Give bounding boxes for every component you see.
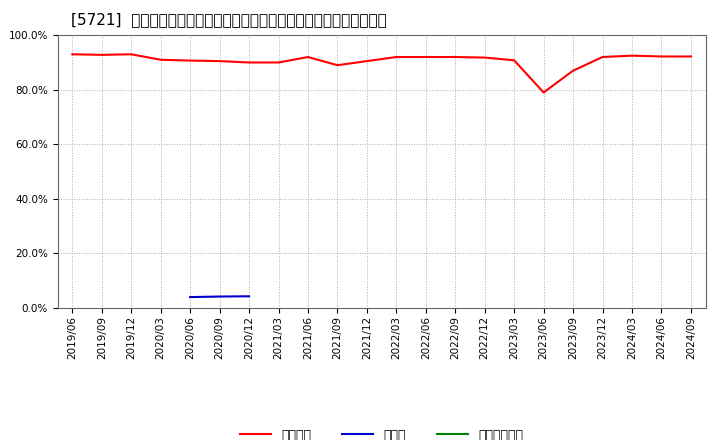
自己資本 xyxy=(421,55,430,60)
自己資本 xyxy=(304,55,312,60)
Text: [5721]  自己資本、のれん、繰延税金資産の総資産に対する比率の推移: [5721] 自己資本、のれん、繰延税金資産の総資産に対する比率の推移 xyxy=(71,12,387,27)
自己資本 xyxy=(480,55,489,60)
自己資本 xyxy=(392,55,400,60)
のれん xyxy=(215,294,224,299)
自己資本 xyxy=(97,52,106,58)
自己資本 xyxy=(657,54,666,59)
自己資本 xyxy=(510,58,518,63)
自己資本 xyxy=(363,59,372,64)
自己資本 xyxy=(245,60,253,65)
自己資本 xyxy=(569,68,577,73)
自己資本 xyxy=(274,60,283,65)
自己資本 xyxy=(687,54,696,59)
自己資本 xyxy=(539,90,548,95)
自己資本 xyxy=(598,55,607,60)
のれん xyxy=(245,293,253,299)
Line: 自己資本: 自己資本 xyxy=(72,54,691,92)
自己資本 xyxy=(68,51,76,57)
自己資本 xyxy=(186,58,194,63)
自己資本 xyxy=(127,51,135,57)
自己資本 xyxy=(333,62,342,68)
のれん xyxy=(186,294,194,300)
自己資本 xyxy=(628,53,636,58)
自己資本 xyxy=(156,57,165,62)
Legend: 自己資本, のれん, 繰延税金資産: 自己資本, のれん, 繰延税金資産 xyxy=(240,429,523,440)
自己資本 xyxy=(451,55,459,60)
Line: のれん: のれん xyxy=(190,296,249,297)
自己資本 xyxy=(215,59,224,64)
